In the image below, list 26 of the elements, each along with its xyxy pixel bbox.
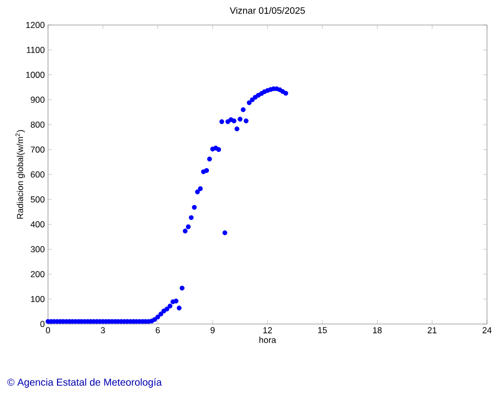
- x-tick-label: 6: [156, 327, 160, 334]
- y-tick-label: 700: [30, 146, 45, 153]
- chart-title: Viznar 01/05/2025: [230, 6, 305, 14]
- x-tick-label: 12: [263, 327, 272, 334]
- x-tick-label: 18: [373, 327, 382, 334]
- x-tick-label: 9: [210, 327, 215, 334]
- x-tick-label: 0: [46, 327, 50, 334]
- y-tick-label: 200: [30, 271, 45, 278]
- y-tick-label: 1000: [26, 72, 44, 78]
- y-tick-label: 800: [30, 122, 45, 128]
- y-tick-label: 1100: [26, 46, 45, 53]
- y-tick-label: 400: [30, 221, 45, 228]
- x-tick-label: 15: [318, 327, 327, 334]
- x-axis-title: hora: [259, 336, 276, 344]
- y-tick-label: 1200: [26, 22, 44, 28]
- y-tick-label: 900: [30, 96, 45, 103]
- text: © Agencia Estatal de Meteorología: [7, 378, 162, 388]
- y-tick-label: 0: [40, 320, 45, 328]
- y-tick-label: 600: [30, 171, 45, 178]
- y-tick-label: 100: [31, 296, 45, 302]
- y-tick-label: 300: [30, 246, 45, 252]
- x-tick-label: 21: [428, 327, 437, 334]
- y-axis-title: Radiacion global(w/m$^{2}$): [15, 130, 25, 219]
- x-tick-label: 3: [100, 327, 105, 334]
- x-tick-label: 24: [482, 327, 492, 334]
- y-tick-label: 500: [30, 196, 45, 202]
